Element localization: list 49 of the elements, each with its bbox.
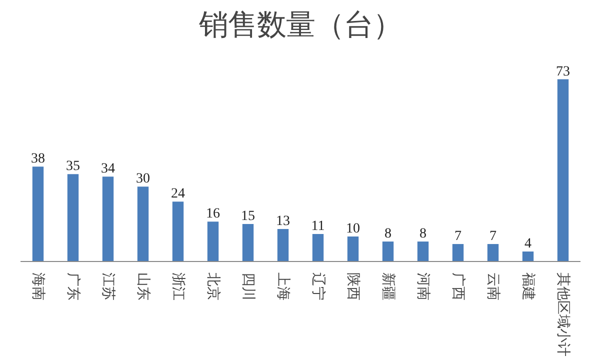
x-tick-label: 其他区域小计 bbox=[555, 272, 571, 356]
x-tick-label: 浙江 bbox=[170, 272, 186, 300]
x-tick-label: 北京 bbox=[205, 272, 221, 300]
data-label: 8 bbox=[384, 226, 392, 242]
x-tick-label: 上海 bbox=[275, 272, 291, 300]
x-tick-label: 山东 bbox=[135, 272, 151, 300]
data-label: 8 bbox=[420, 226, 426, 242]
x-tick-label: 福建 bbox=[520, 272, 536, 300]
data-label: 34 bbox=[101, 162, 115, 177]
data-label: 15 bbox=[241, 209, 255, 224]
bar bbox=[347, 236, 359, 262]
x-tick-label: 海南 bbox=[30, 272, 46, 300]
bar bbox=[207, 222, 219, 262]
bar bbox=[487, 244, 499, 262]
data-label: 30 bbox=[136, 172, 150, 187]
x-tick-label: 广东 bbox=[65, 272, 81, 300]
bar bbox=[137, 186, 149, 262]
data-label: 7 bbox=[490, 229, 496, 244]
x-tick-label: 四川 bbox=[240, 272, 256, 300]
bar bbox=[417, 242, 429, 262]
data-label: 7 bbox=[454, 229, 462, 244]
bar bbox=[172, 202, 184, 262]
bar bbox=[452, 244, 464, 262]
bar bbox=[277, 229, 289, 262]
data-label: 4 bbox=[524, 236, 532, 252]
x-tick-label: 江苏 bbox=[100, 272, 116, 300]
bar bbox=[242, 224, 254, 262]
bar bbox=[312, 234, 324, 262]
data-label: 10 bbox=[346, 222, 360, 237]
data-label: 35 bbox=[66, 159, 80, 174]
data-label: 16 bbox=[206, 206, 220, 222]
x-tick-label: 陕西 bbox=[345, 272, 361, 300]
bar bbox=[102, 176, 114, 262]
bar bbox=[382, 242, 394, 262]
data-label: 73 bbox=[556, 64, 570, 80]
data-label: 24 bbox=[171, 186, 185, 202]
data-label: 11 bbox=[311, 219, 325, 234]
x-tick-label: 辽宁 bbox=[310, 272, 326, 300]
x-tick-label: 广西 bbox=[450, 272, 466, 300]
bar bbox=[557, 79, 569, 262]
data-label: 13 bbox=[276, 214, 290, 230]
x-tick-label: 新疆 bbox=[380, 272, 396, 300]
bar bbox=[32, 166, 44, 262]
chart-title: 销售数量（台） bbox=[198, 8, 402, 42]
bar bbox=[522, 252, 534, 262]
bar bbox=[67, 174, 79, 262]
x-tick-label: 云南 bbox=[485, 272, 501, 300]
data-label: 38 bbox=[31, 152, 45, 167]
x-tick-label: 河南 bbox=[415, 272, 431, 300]
